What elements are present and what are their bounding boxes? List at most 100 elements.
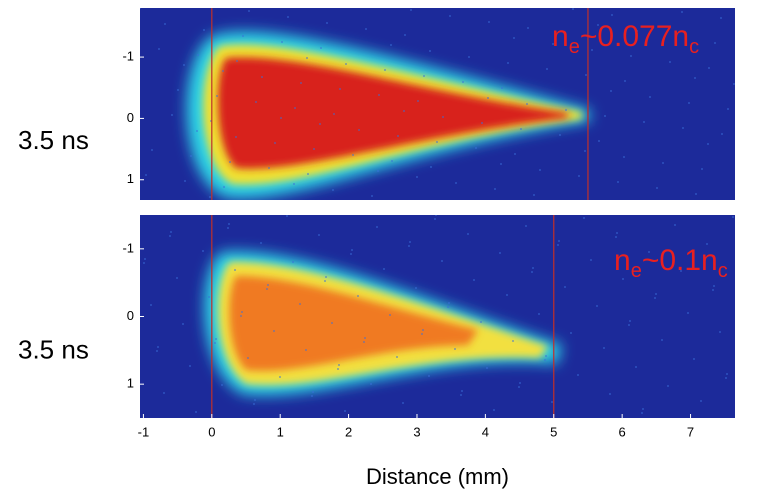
noise-speck xyxy=(429,50,431,52)
noise-speck xyxy=(281,41,283,43)
noise-speck xyxy=(423,75,425,77)
x-tick-label: 0 xyxy=(208,424,215,439)
noise-speck xyxy=(169,235,171,237)
noise-speck xyxy=(610,90,612,92)
noise-speck xyxy=(570,332,572,334)
noise-speck xyxy=(409,241,411,243)
noise-speck xyxy=(416,176,418,178)
annotation-subscript: c xyxy=(689,36,699,58)
noise-speck xyxy=(532,267,534,269)
noise-speck xyxy=(706,243,708,245)
annotation-text: ~0.1n xyxy=(642,244,718,277)
noise-speck xyxy=(584,150,586,152)
noise-speck xyxy=(720,17,722,19)
x-tick-label: -1 xyxy=(138,424,150,439)
y-tick-label: 0 xyxy=(127,110,134,125)
noise-speck xyxy=(268,167,270,169)
noise-speck xyxy=(326,22,328,24)
noise-speck xyxy=(402,402,404,404)
noise-speck xyxy=(228,223,230,225)
noise-speck xyxy=(448,302,450,304)
noise-speck xyxy=(305,349,307,351)
noise-speck xyxy=(184,180,186,182)
noise-speck xyxy=(293,183,295,185)
noise-speck xyxy=(312,391,314,393)
noise-speck xyxy=(611,14,613,16)
noise-speck xyxy=(222,70,224,72)
noise-speck xyxy=(538,313,540,315)
noise-speck xyxy=(294,107,296,109)
noise-speck xyxy=(345,63,347,65)
noise-speck xyxy=(572,8,574,10)
noise-speck xyxy=(415,287,417,289)
noise-speck xyxy=(499,252,501,254)
noise-speck xyxy=(682,127,684,129)
noise-speck xyxy=(140,8,141,9)
noise-speck xyxy=(494,188,496,190)
noise-speck xyxy=(176,277,178,279)
noise-speck xyxy=(352,154,354,156)
noise-speck xyxy=(604,115,606,117)
noise-speck xyxy=(513,37,515,39)
noise-speck xyxy=(462,81,464,83)
noise-speck xyxy=(337,368,339,370)
noise-speck xyxy=(681,11,683,13)
noise-speck xyxy=(338,364,340,366)
noise-speck xyxy=(434,218,436,220)
noise-speck xyxy=(721,133,723,135)
noise-speck xyxy=(307,173,309,175)
noise-speck xyxy=(378,94,380,96)
noise-speck xyxy=(649,96,651,98)
noise-speck xyxy=(151,149,153,151)
noise-speck xyxy=(242,35,244,37)
noise-speck xyxy=(701,168,703,170)
noise-speck xyxy=(628,324,630,326)
noise-speck xyxy=(506,294,508,296)
noise-speck xyxy=(461,390,463,392)
noise-speck xyxy=(248,10,250,12)
noise-speck xyxy=(333,113,335,115)
noise-speck xyxy=(183,64,185,66)
noise-speck xyxy=(641,412,643,414)
noise-speck xyxy=(365,28,367,30)
noise-speck xyxy=(209,196,211,198)
noise-speck xyxy=(533,194,535,196)
noise-speck xyxy=(519,382,521,384)
noise-speck xyxy=(177,89,179,91)
noise-speck xyxy=(616,232,618,234)
noise-speck xyxy=(286,215,288,217)
noise-speck xyxy=(306,57,308,59)
noise-speck xyxy=(435,215,437,216)
noise-speck xyxy=(643,121,645,123)
noise-speck xyxy=(267,284,269,286)
noise-speck xyxy=(598,140,600,142)
panel-label: 3.5 ns xyxy=(18,125,89,155)
panel-label: 3.5 ns xyxy=(18,334,89,364)
noise-speck xyxy=(454,348,456,350)
noise-speck xyxy=(615,236,617,238)
y-tick-label: -1 xyxy=(122,49,134,64)
noise-speck xyxy=(473,279,475,281)
noise-speck xyxy=(577,374,579,376)
noise-speck xyxy=(203,29,205,31)
annotation-subscript: e xyxy=(569,36,580,58)
noise-speck xyxy=(525,225,527,227)
noise-speck xyxy=(215,338,217,340)
noise-speck xyxy=(260,242,262,244)
noise-speck xyxy=(636,30,638,32)
noise-speck xyxy=(442,116,444,118)
noise-speck xyxy=(675,36,677,38)
x-tick-label: 4 xyxy=(482,424,489,439)
noise-speck xyxy=(609,393,611,395)
noise-speck xyxy=(421,333,423,335)
noise-speck xyxy=(687,312,689,314)
noise-speck xyxy=(229,161,231,163)
noise-speck xyxy=(300,82,302,84)
noise-speck xyxy=(693,358,695,360)
noise-speck xyxy=(255,101,257,103)
noise-speck xyxy=(190,155,192,157)
noise-speck xyxy=(654,297,656,299)
noise-speck xyxy=(667,385,669,387)
noise-speck xyxy=(591,49,593,51)
